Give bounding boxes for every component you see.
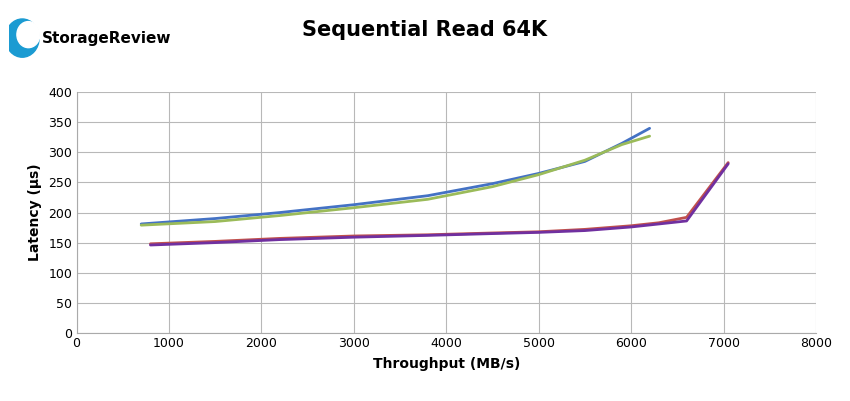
- Y-axis label: Latency (µs): Latency (µs): [27, 164, 42, 261]
- Text: Sequential Read 64K: Sequential Read 64K: [303, 20, 547, 40]
- Circle shape: [17, 22, 40, 48]
- Circle shape: [5, 19, 39, 57]
- X-axis label: Throughput (MB/s): Throughput (MB/s): [372, 357, 520, 371]
- Text: StorageReview: StorageReview: [42, 31, 172, 47]
